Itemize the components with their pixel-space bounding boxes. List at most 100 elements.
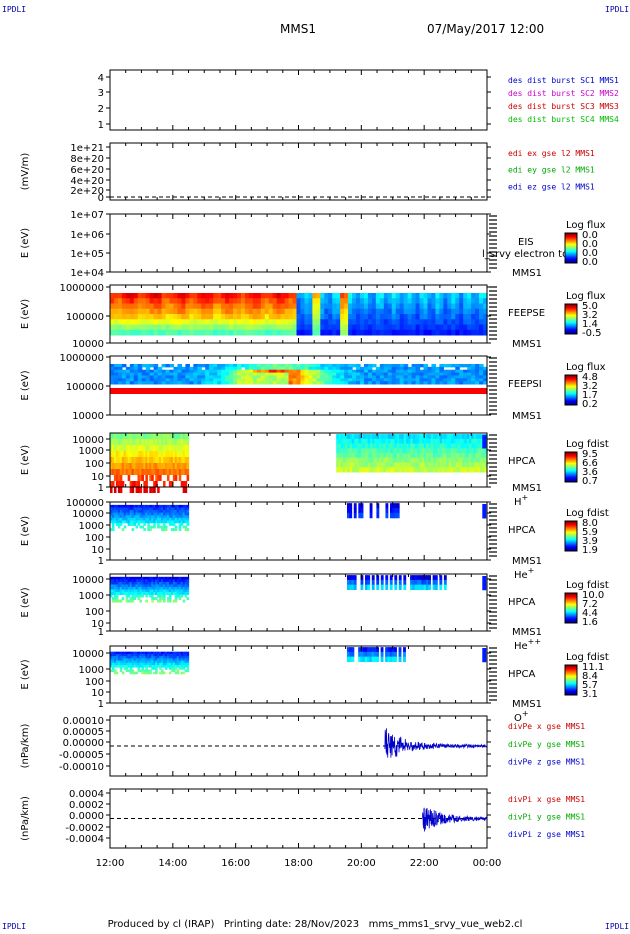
- heatmap-cell: [484, 467, 488, 473]
- heatmap-cell: [163, 576, 166, 580]
- heatmap-cell: [483, 388, 488, 394]
- heatmap-cell: [147, 517, 150, 521]
- heatmap-cell: [117, 469, 121, 475]
- heatmap-cell: [340, 448, 344, 454]
- heatmap-cell: [119, 487, 123, 493]
- heatmap-cell: [115, 507, 119, 511]
- heatmap-cell: [172, 528, 176, 532]
- heatmap-cell: [125, 319, 131, 325]
- heatmap-cell: [113, 324, 119, 331]
- heatmap-cell: [168, 439, 172, 445]
- heatmap-cell: [383, 467, 387, 473]
- heatmap-cell: [129, 667, 133, 670]
- heatmap-cell: [149, 324, 155, 331]
- species-charge: +: [522, 493, 529, 502]
- heatmap-cell: [374, 457, 378, 464]
- heatmap-cell: [372, 467, 376, 473]
- heatmap-cell: [163, 445, 166, 451]
- heatmap-cell: [181, 375, 186, 379]
- heatmap-cell: [432, 434, 436, 440]
- heatmap-cell: [131, 651, 135, 655]
- heatmap-cell: [447, 324, 452, 331]
- heatmap-cell: [172, 433, 176, 439]
- heatmap-cell: [153, 369, 159, 374]
- heatmap-cell: [447, 375, 452, 379]
- heatmap-cell: [161, 597, 164, 600]
- heatmap-cell: [145, 589, 148, 593]
- heatmap-cell: [163, 597, 166, 600]
- heatmap-cell: [184, 653, 188, 657]
- heatmap-cell: [113, 510, 117, 513]
- heatmap-cell: [439, 452, 443, 459]
- heatmap-cell: [324, 319, 329, 325]
- heatmap-cell: [117, 665, 121, 668]
- heatmap-cell: [149, 594, 152, 598]
- heatmap-cell: [439, 314, 444, 320]
- heatmap-cell: [240, 378, 246, 382]
- heatmap-cell: [475, 319, 480, 325]
- heatmap-cell: [151, 653, 154, 657]
- heatmap-cell: [300, 293, 306, 299]
- heatmap-cell: [480, 448, 484, 454]
- heatmap-cell: [125, 584, 129, 588]
- heatmap-cell: [131, 487, 135, 493]
- heatmap-cell: [360, 329, 365, 336]
- heatmap-cell: [197, 319, 202, 325]
- heatmap-cell: [345, 443, 349, 449]
- panel-content-hpca_o: [110, 647, 487, 675]
- heatmap-cell: [123, 507, 127, 511]
- heatmap-cell: [240, 314, 246, 320]
- heatmap-cell: [129, 364, 135, 368]
- heatmap-cell: [127, 507, 131, 511]
- heatmap-cell: [174, 475, 178, 481]
- heatmap-cell: [174, 586, 178, 590]
- heatmap-cell: [383, 298, 389, 304]
- heatmap-cell: [371, 375, 377, 379]
- heatmap-cell: [284, 293, 290, 299]
- heatmap-cell: [391, 324, 397, 331]
- heatmap-cell: [133, 584, 137, 588]
- heatmap-cell: [180, 662, 184, 666]
- heatmap-cell: [336, 324, 341, 331]
- heatmap-cell: [137, 487, 141, 493]
- colorbar-cell: [565, 605, 577, 607]
- heatmap-cell: [178, 463, 182, 469]
- heatmap-cell: [164, 433, 168, 439]
- heatmap-cell: [360, 375, 365, 379]
- heatmap-cell: [371, 329, 377, 336]
- heatmap-cell: [363, 364, 369, 368]
- heatmap-cell: [479, 375, 484, 379]
- instrument-label: HPCA: [508, 597, 536, 608]
- heatmap-cell: [292, 314, 298, 320]
- heatmap-cell: [119, 481, 123, 487]
- heatmap-cell: [163, 579, 166, 583]
- heatmap-cell: [172, 475, 176, 481]
- heatmap-cell: [367, 364, 373, 368]
- heatmap-cell: [280, 375, 286, 379]
- heatmap-cell: [391, 314, 397, 320]
- heatmap-cell: [252, 364, 258, 368]
- heatmap-cell: [407, 372, 413, 376]
- panel-content-hpca_he2: [110, 575, 487, 603]
- y-tick-label: 10000: [72, 339, 104, 350]
- heatmap-cell: [135, 517, 139, 521]
- heatmap-cell: [417, 438, 421, 445]
- heatmap-cell: [256, 388, 262, 394]
- heatmap-cell: [360, 512, 364, 519]
- heatmap-cell: [176, 512, 180, 516]
- heatmap-cell: [151, 451, 154, 457]
- colorbar-cell: [565, 243, 577, 245]
- heatmap-cell: [143, 528, 146, 532]
- heatmap-cell: [467, 381, 472, 385]
- heatmap-cell: [300, 324, 306, 331]
- heatmap-cell: [186, 512, 190, 516]
- heatmap-cell: [155, 597, 158, 600]
- heatmap-cell: [155, 662, 158, 666]
- heatmap-cell: [455, 434, 459, 440]
- heatmap-cell: [430, 462, 434, 468]
- colorbar-cell: [565, 604, 577, 606]
- colorbar-cell: [565, 547, 577, 549]
- heatmap-cell: [344, 378, 349, 382]
- heatmap-cell: [153, 584, 156, 588]
- heatmap-cell: [475, 434, 479, 440]
